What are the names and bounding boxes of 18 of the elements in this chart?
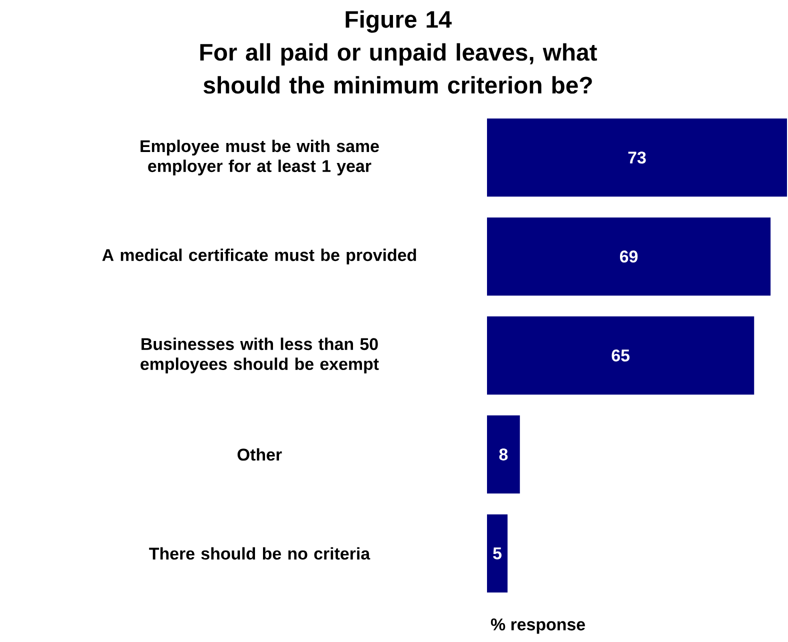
y-tick-label: Other <box>238 448 282 461</box>
data-label: 65 <box>612 349 630 362</box>
bar <box>487 514 508 592</box>
bar <box>487 316 754 395</box>
y-tick-label: Employee must be with same employer for at least 1 year <box>140 140 379 176</box>
chart-title: Figure 14 <box>346 10 452 33</box>
data-label: 73 <box>628 152 646 164</box>
data-label: 8 <box>499 448 508 460</box>
data-label: 5 <box>493 547 502 560</box>
x-axis-title: % response <box>490 618 585 634</box>
bar <box>487 415 520 494</box>
y-tick-label: Businesses with less than 50 employees should be exempt <box>140 338 379 374</box>
bar <box>487 217 771 296</box>
data-label: 69 <box>620 250 638 263</box>
y-tick-label: There should be no criteria <box>149 547 370 560</box>
bar <box>487 118 787 197</box>
chart-subtitle: For all paid or unpaid leaves, what should the minimum criterion be? <box>200 43 598 94</box>
y-tick-label: A medical certificate must be provided <box>102 248 416 264</box>
